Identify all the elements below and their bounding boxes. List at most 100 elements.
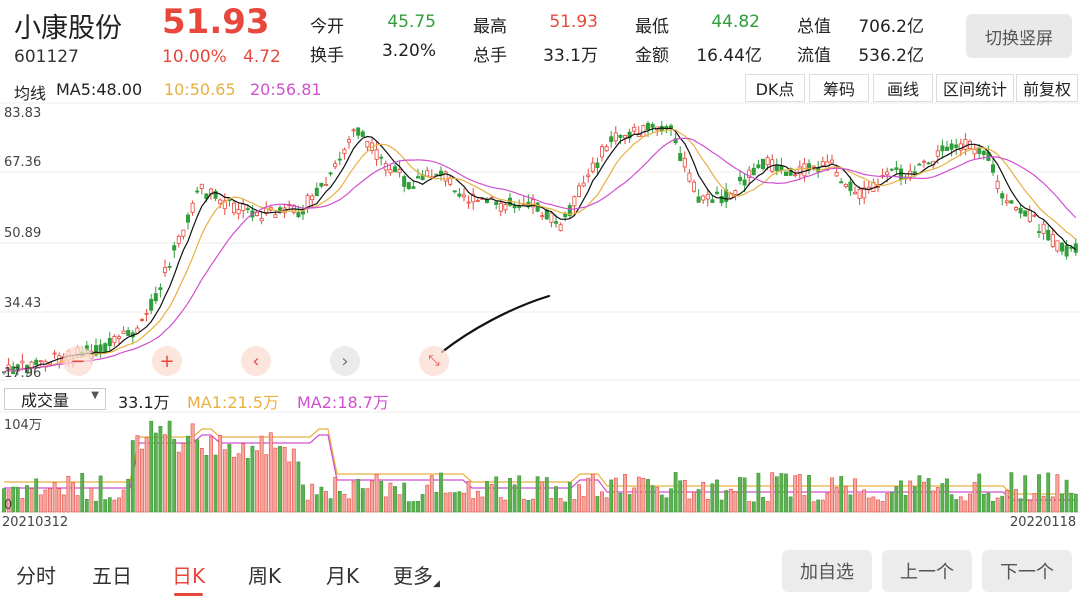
volume-bar <box>84 499 89 513</box>
candle <box>678 153 683 161</box>
volume-bar <box>811 501 816 513</box>
candle <box>1046 229 1051 241</box>
candle <box>222 200 227 210</box>
candle <box>397 168 402 174</box>
candle <box>885 171 890 176</box>
volume-bar <box>825 492 830 513</box>
volume-bar <box>567 481 572 513</box>
volume-bar <box>232 456 236 513</box>
volume-bar <box>793 475 798 513</box>
total-value: 706.2亿 <box>858 17 924 37</box>
tab-monthly-k[interactable]: 月K <box>326 564 360 588</box>
volume-bar <box>218 435 223 513</box>
tab-daily-k[interactable]: 日K <box>172 560 205 596</box>
pan-left-button[interactable]: ‹ <box>241 346 271 376</box>
draw-line-button[interactable]: 画线 <box>873 74 933 102</box>
volume-bar <box>439 472 443 513</box>
shrink-icon: ⤡ <box>428 353 440 369</box>
change-percent: 10.00% <box>162 47 227 67</box>
stock-name: 小康股份 <box>14 13 122 44</box>
pan-right-button[interactable]: › <box>330 346 360 376</box>
candle <box>912 171 917 175</box>
candle <box>181 229 186 237</box>
volume-bar <box>89 487 94 513</box>
volume-bar <box>949 494 954 513</box>
volume-bar <box>20 498 25 513</box>
shrink-button[interactable]: ⤡ <box>419 346 449 376</box>
volume-bar <box>1046 472 1051 513</box>
previous-button[interactable]: 上一个 <box>882 550 972 592</box>
candle <box>811 165 816 168</box>
volume-bar <box>402 482 407 513</box>
volume-bar <box>448 492 453 513</box>
volume-bar <box>581 496 586 513</box>
volume-bar <box>222 449 227 513</box>
candle <box>406 182 411 190</box>
volume-bar <box>853 478 857 513</box>
candle <box>531 199 536 208</box>
volume-bar <box>342 494 347 513</box>
candle <box>954 144 959 148</box>
candle <box>388 169 393 174</box>
switch-portrait-button[interactable]: 切换竖屏 <box>966 14 1072 58</box>
high-label: 最高 <box>473 17 507 37</box>
candle <box>245 208 250 211</box>
kline-chart[interactable] <box>0 0 1080 540</box>
candle <box>577 185 582 197</box>
volume-bar <box>176 451 181 513</box>
candle <box>185 214 190 223</box>
candle <box>379 156 384 159</box>
candle <box>144 312 149 315</box>
tab-more[interactable]: 更多◢ <box>393 560 440 589</box>
candle <box>935 150 940 157</box>
volume-bar <box>664 497 669 513</box>
volume-bar <box>549 498 554 513</box>
candle <box>351 129 356 132</box>
tab-intraday[interactable]: 分时 <box>16 564 56 588</box>
chip-button[interactable]: 筹码 <box>809 74 869 102</box>
volume-bar <box>843 486 848 513</box>
volume-bar <box>586 477 591 513</box>
candle <box>945 146 950 151</box>
volume-bar <box>627 494 632 513</box>
zoom-in-button[interactable]: + <box>152 346 182 376</box>
candle <box>1018 207 1023 214</box>
volume-bar <box>420 494 425 513</box>
tab-five-day[interactable]: 五日 <box>92 564 132 588</box>
adjust-forward-button[interactable]: 前复权 <box>1016 74 1078 102</box>
candle <box>310 195 315 201</box>
next-button[interactable]: 下一个 <box>982 550 1072 592</box>
candle <box>618 134 623 138</box>
candle <box>374 149 379 160</box>
candle <box>692 181 697 192</box>
volume-bar <box>669 488 673 513</box>
candle <box>894 167 899 170</box>
zoom-out-button[interactable]: − <box>63 346 93 376</box>
tab-more-label: 更多 <box>393 564 433 588</box>
vol-ma1-line <box>4 428 1075 495</box>
price-axis-label: 50.89 <box>4 226 42 241</box>
candle <box>94 345 99 356</box>
volume-bar <box>121 489 126 513</box>
volume-bar <box>167 420 172 513</box>
tab-weekly-k[interactable]: 周K <box>248 564 282 588</box>
volume-bar <box>687 498 692 513</box>
volume-bar <box>29 488 34 513</box>
candle <box>498 203 503 212</box>
candle <box>1000 193 1005 199</box>
chevron-left-icon: ‹ <box>252 350 260 372</box>
volume-bar <box>751 501 756 513</box>
volume-bar <box>958 496 963 513</box>
open-value: 45.75 <box>387 12 436 32</box>
volume-bar <box>623 473 627 513</box>
volume-bar <box>245 457 250 513</box>
range-stats-button[interactable]: 区间统计 <box>936 74 1014 102</box>
volume-bar <box>38 494 43 513</box>
volume-bar <box>977 473 982 513</box>
indicator-select[interactable]: 成交量 ▼ <box>4 388 106 410</box>
dk-point-button[interactable]: DK点 <box>745 74 805 102</box>
open-label: 今开 <box>310 17 344 37</box>
bottom-bar: 分时 五日 日K 周K 月K 更多◢ 加自选 上一个 下一个 <box>0 540 1080 608</box>
add-watchlist-button[interactable]: 加自选 <box>782 550 872 592</box>
candle <box>139 319 144 321</box>
